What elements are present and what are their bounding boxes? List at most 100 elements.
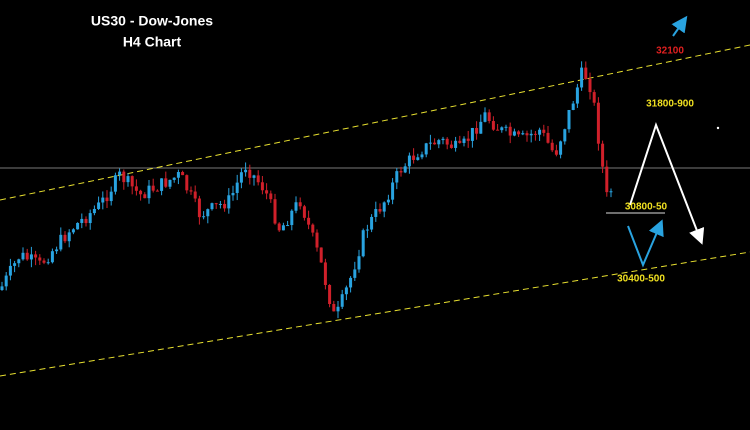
candle-body xyxy=(588,79,592,93)
candle-body xyxy=(214,203,218,205)
candle-body xyxy=(143,194,147,199)
support-label: 30800-50 xyxy=(625,202,668,213)
bounce-path xyxy=(627,219,664,268)
candle-body xyxy=(0,286,4,290)
candle-body xyxy=(370,216,374,230)
candle-body xyxy=(172,177,176,180)
candle-body xyxy=(25,252,29,260)
candle-body xyxy=(328,284,332,305)
candle-body xyxy=(252,175,256,178)
candle-body xyxy=(559,141,563,155)
candle-body xyxy=(302,206,306,218)
candle-body xyxy=(445,138,449,145)
candle-body xyxy=(437,140,441,145)
channel-upper xyxy=(0,44,750,201)
candle-body xyxy=(29,254,33,260)
candle-body xyxy=(412,155,416,160)
candle-body xyxy=(420,154,424,158)
candle-body xyxy=(151,185,155,191)
candle-body xyxy=(550,142,554,151)
candle-body xyxy=(538,129,542,135)
candle-body xyxy=(59,234,63,250)
candle-body xyxy=(88,213,92,224)
candle-body xyxy=(185,175,189,191)
candle-body xyxy=(4,275,8,287)
candle-body xyxy=(475,127,479,134)
candle-body xyxy=(160,178,164,191)
candle-body xyxy=(542,129,546,133)
candle-body xyxy=(466,138,470,141)
candle-body xyxy=(454,140,458,148)
chart-subtitle: H4 Chart xyxy=(123,34,182,50)
candle-body xyxy=(496,129,500,131)
candle-body xyxy=(67,232,71,242)
candle-body xyxy=(546,132,550,143)
candle-body xyxy=(248,169,252,178)
candle-body xyxy=(155,190,159,192)
candle-body xyxy=(382,202,386,212)
candle-body xyxy=(365,229,369,231)
candle-body xyxy=(563,129,567,142)
candle-body xyxy=(336,306,340,312)
candle-body xyxy=(122,171,126,183)
candle-body xyxy=(281,225,285,231)
candle-body xyxy=(508,126,512,136)
candle-body xyxy=(416,157,420,160)
candle-body xyxy=(344,287,348,295)
candle-body xyxy=(575,87,579,104)
candle-body xyxy=(277,223,281,231)
candle-body xyxy=(84,218,88,224)
candle-body xyxy=(286,225,290,227)
candle-body xyxy=(8,265,12,276)
candle-body xyxy=(294,202,298,211)
candle-body xyxy=(139,190,143,195)
candle-body xyxy=(449,144,453,148)
candle-body xyxy=(517,131,521,135)
candle-body xyxy=(206,209,210,217)
candle-body xyxy=(601,143,605,167)
lower-target-label: 30400-500 xyxy=(617,274,665,285)
channel-lower xyxy=(0,251,750,377)
candle-body xyxy=(407,155,411,167)
candle-body xyxy=(55,249,59,252)
candle-body xyxy=(164,178,168,187)
candle-body xyxy=(386,199,390,203)
candle-body xyxy=(521,133,525,135)
candle-body xyxy=(596,102,600,144)
candle-body xyxy=(113,175,117,192)
candle-body xyxy=(210,203,214,210)
candle-body xyxy=(567,109,571,130)
candle-body xyxy=(399,171,403,173)
candle-body xyxy=(592,92,596,103)
candle-body xyxy=(311,224,315,233)
candle-body xyxy=(256,175,260,183)
resistance-label: 31800-900 xyxy=(646,99,694,110)
candle-body xyxy=(101,197,105,203)
candle-body xyxy=(118,171,122,176)
candle-body xyxy=(357,256,361,270)
candle-body xyxy=(424,143,428,155)
candle-body xyxy=(374,209,378,217)
candle-body xyxy=(378,209,382,212)
candle-body xyxy=(13,263,17,266)
candle-body xyxy=(433,142,437,145)
candle-body xyxy=(80,218,84,223)
candle-body xyxy=(105,197,109,202)
candle-body xyxy=(462,138,466,143)
candle-body xyxy=(181,172,185,176)
dot xyxy=(716,126,720,130)
candle-body xyxy=(605,166,609,193)
candle-body xyxy=(533,133,537,135)
candle-body xyxy=(571,103,575,110)
candle-body xyxy=(189,190,193,192)
candle-body xyxy=(273,199,277,224)
candle-body xyxy=(223,203,227,209)
candle-body xyxy=(92,208,96,214)
candle-body xyxy=(487,112,491,122)
candle-body xyxy=(235,182,239,193)
candle-body xyxy=(176,172,180,178)
candle-body xyxy=(332,304,336,312)
candle-body xyxy=(491,121,495,130)
candle-body xyxy=(239,172,243,183)
candles xyxy=(0,61,613,319)
